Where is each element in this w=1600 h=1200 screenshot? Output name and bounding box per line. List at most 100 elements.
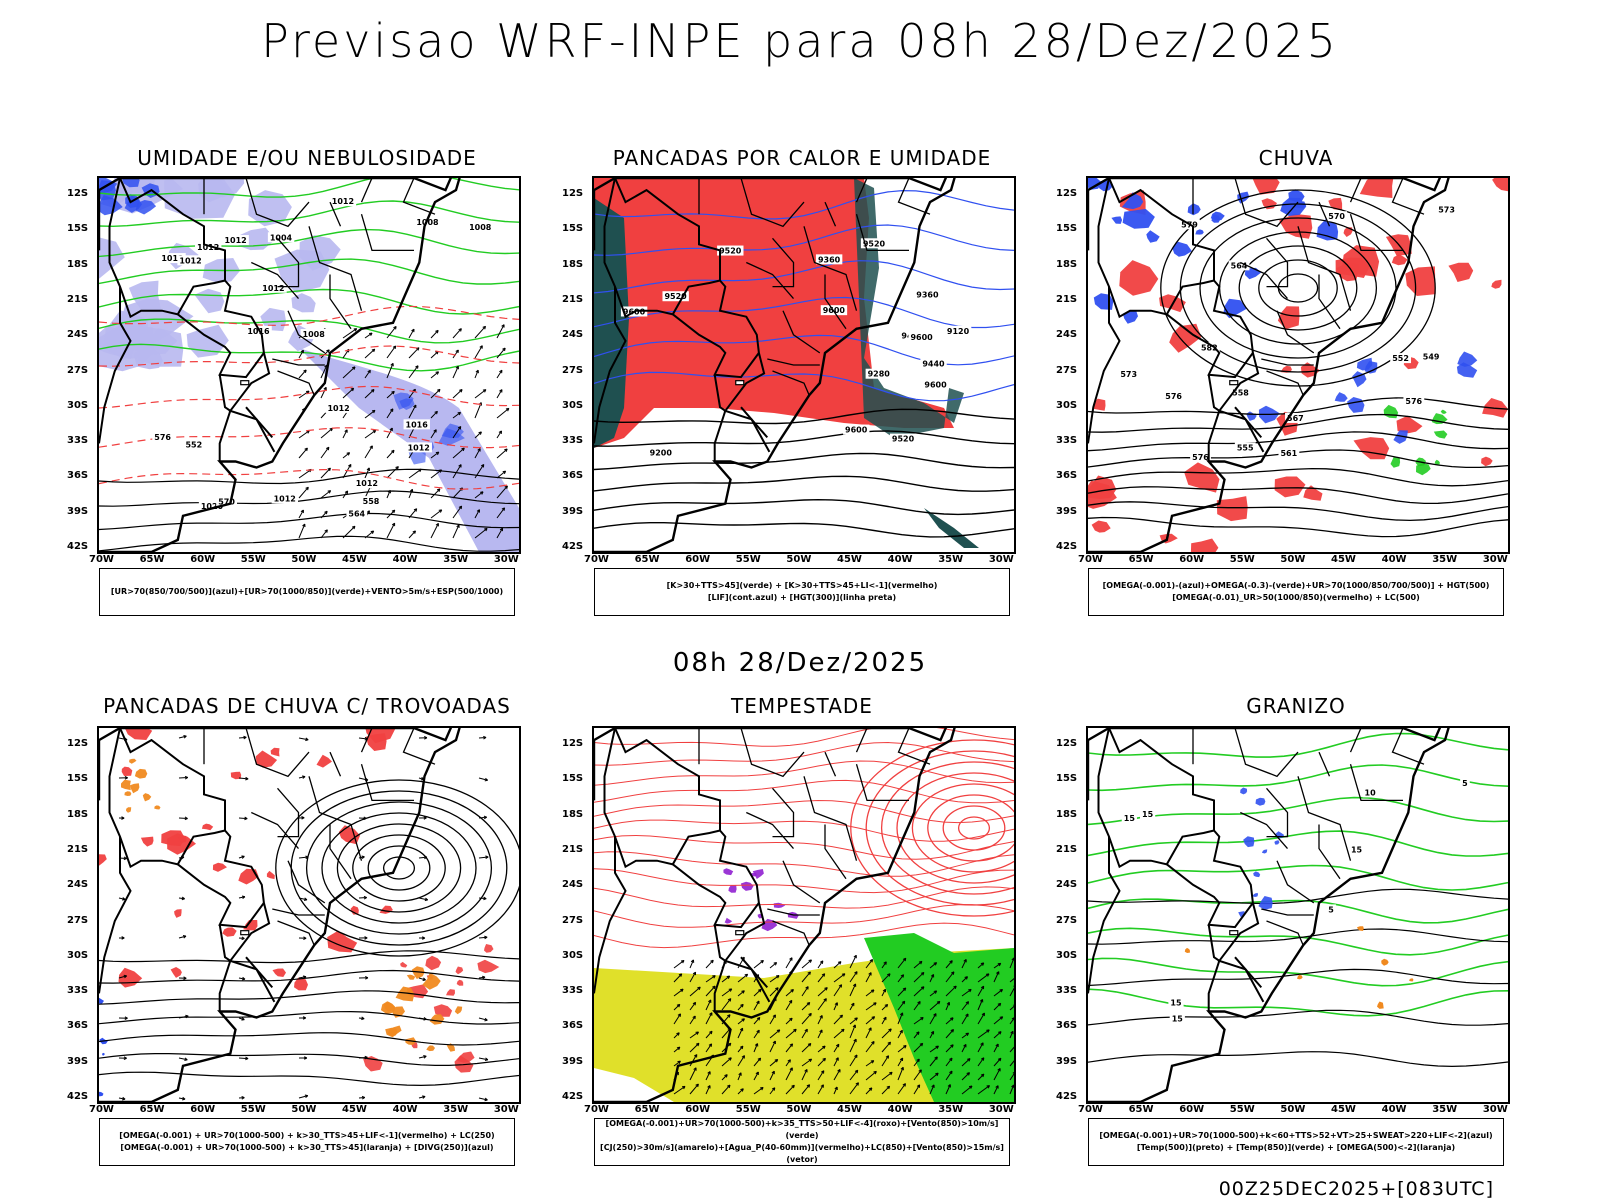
wind850-vector	[977, 999, 984, 1011]
storm-fill	[170, 967, 182, 978]
state-border	[824, 201, 837, 227]
contour-label: 576	[1165, 392, 1182, 401]
wind850-vector	[849, 983, 857, 997]
streamline-arrow	[418, 977, 426, 981]
wind-vector	[364, 332, 373, 339]
pressure-isobar	[99, 512, 519, 531]
pressure-isobar	[99, 468, 519, 485]
contour-label-bg	[920, 358, 947, 369]
wind-vector	[474, 431, 482, 439]
wind850-vector	[950, 1044, 954, 1048]
wind850-vector	[721, 1084, 731, 1095]
omega-strong-fill	[1433, 430, 1448, 439]
storm-fill	[222, 927, 237, 937]
omega500-fill	[1377, 1001, 1384, 1009]
hgt300-contour	[594, 522, 1014, 538]
omega-fill	[1393, 430, 1408, 444]
storm-fill	[327, 930, 358, 953]
humidity-high-fill	[122, 178, 140, 188]
panel-title-granizo: GRANIZO	[1246, 694, 1346, 718]
state-border	[855, 214, 909, 252]
lon-tick-label: 35W	[1432, 554, 1458, 565]
storm-fill	[425, 955, 442, 971]
streamline-arrow	[422, 977, 426, 981]
wind850-vector	[727, 998, 732, 1002]
storm-fill	[266, 870, 275, 880]
contour-label: 1012	[332, 197, 354, 206]
wind-vector	[393, 325, 397, 330]
wind-vector	[474, 389, 487, 399]
wind850-vector	[881, 1028, 892, 1039]
wind850-vector	[705, 1071, 711, 1081]
wind850-vector	[933, 1013, 937, 1017]
wind-vector	[298, 390, 310, 399]
wind-vector	[498, 430, 503, 434]
state-border	[1349, 178, 1362, 203]
wind850-vector	[881, 1004, 888, 1011]
lc850-contour	[594, 779, 1014, 804]
lon-tick-label: 70W	[584, 1104, 609, 1115]
wind850-vector	[968, 1085, 973, 1089]
wind850-vector	[887, 973, 891, 977]
state-border	[855, 178, 868, 203]
wind850-vector	[774, 1058, 779, 1063]
state-border	[803, 776, 858, 861]
wind850-vector	[737, 1045, 744, 1053]
legend-line: [OMEGA(-0.001)+UR>70(1000-500)+k<60+TTS>…	[1099, 1131, 1493, 1140]
wind850-vector	[854, 1069, 859, 1074]
wind850-vector	[949, 1070, 953, 1075]
lon-tick-label: 35W	[938, 554, 964, 565]
hgt300-contour	[594, 408, 1014, 425]
state-border	[1276, 860, 1315, 904]
wind-vector	[298, 509, 304, 519]
wind850-vector	[881, 1071, 893, 1081]
streamline-arrow	[184, 1057, 188, 1062]
wind850-vector	[833, 984, 842, 997]
pw-contour	[880, 761, 1014, 895]
wind-vector	[435, 371, 440, 375]
lat-tick-label: 24S	[562, 879, 584, 891]
lon-tick-label: 65W	[1128, 1104, 1154, 1115]
pw-contour	[850, 739, 1014, 917]
wind850-vector	[785, 989, 794, 997]
lat-tick-label: 21S	[562, 843, 584, 855]
wind850-vector	[788, 999, 793, 1004]
temp500-contour	[1088, 1009, 1508, 1026]
wind850-vector	[913, 1017, 924, 1025]
humidity-mid-fill	[99, 237, 125, 279]
wind-vector	[391, 522, 396, 527]
coastline	[594, 728, 956, 1102]
lat-tick-label: 36S	[1056, 1020, 1078, 1032]
k-tts-fill	[924, 508, 979, 548]
lon-tick-label: 65W	[139, 554, 165, 565]
wind850-vector	[899, 1029, 903, 1034]
wind850-vector	[705, 1085, 711, 1095]
omega-strong-fill	[1440, 409, 1447, 414]
state-border	[245, 728, 310, 778]
wind850-vector	[918, 1069, 922, 1073]
streamline-arrow	[238, 817, 248, 820]
country-border	[99, 836, 132, 994]
wind850-vector	[695, 1031, 699, 1035]
temp500-contour	[1088, 968, 1508, 987]
omega-fill	[1246, 411, 1257, 421]
wind850-vector	[712, 975, 716, 979]
omega-fill	[1347, 397, 1365, 413]
wind850-vector	[945, 1029, 954, 1039]
wind850-vector	[929, 1013, 937, 1025]
streamline	[367, 845, 431, 891]
contour-label: 567	[1287, 414, 1304, 423]
wind850-vector	[883, 961, 887, 965]
wind850-vector	[740, 1003, 744, 1008]
state-border	[897, 178, 931, 215]
wind850-vector	[953, 985, 957, 990]
pw-contour	[957, 816, 991, 840]
lon-tick-label: 60W	[190, 554, 216, 565]
storm-fill	[316, 754, 332, 768]
wind-vector	[474, 491, 484, 499]
wind-vector	[391, 390, 395, 395]
hail-fill	[1253, 871, 1261, 878]
convective-fill	[387, 1025, 402, 1038]
humidity-high-fill	[124, 195, 142, 213]
wind850-vector	[721, 975, 730, 983]
